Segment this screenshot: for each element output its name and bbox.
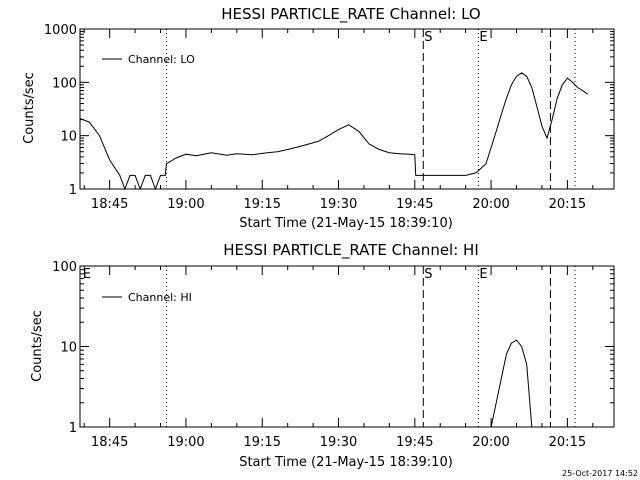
marker-label: S — [424, 30, 432, 45]
x-tick-label: 19:15 — [244, 435, 281, 450]
marker-label: E — [479, 267, 487, 282]
x-tick-label: 19:00 — [167, 435, 204, 450]
x-axis-label: Start Time (21-May-15 18:39:10) — [239, 455, 453, 470]
x-tick-label: 19:30 — [320, 435, 357, 450]
y-tick-label: 1 — [69, 183, 77, 198]
series-line — [79, 72, 588, 191]
x-axis: 18:45 19:00 19:15 19:30 19:45 20:00 20:15 — [83, 266, 594, 450]
x-tick-label: 19:30 — [320, 197, 357, 212]
chart-title: HESSI PARTICLE_RATE Channel: LO — [221, 5, 480, 24]
x-tick-label: 19:45 — [396, 197, 433, 212]
plot-frame — [79, 28, 615, 190]
x-tick-label: 20:15 — [549, 197, 586, 212]
x-tick-label: 19:45 — [396, 435, 433, 450]
y-axis-label: Counts/sec — [30, 310, 45, 382]
x-axis-label: Start Time (21-May-15 18:39:10) — [239, 216, 453, 231]
x-tick-label: 19:15 — [244, 197, 281, 212]
y-tick-label: 100 — [52, 76, 77, 91]
chart-panel-lo: HESSI PARTICLE_RATE Channel: LO 1 10 100 10… — [22, 5, 615, 231]
y-axis-label: Counts/sec — [22, 72, 37, 144]
x-tick-label: 20:00 — [472, 197, 509, 212]
series-lines — [490, 339, 533, 428]
legend-label: Channel: LO — [128, 53, 195, 66]
y-tick-label: 10 — [60, 341, 77, 356]
y-tick-label: 10 — [60, 130, 77, 145]
x-tick-label: 18:45 — [91, 197, 128, 212]
marker-label: S — [424, 267, 432, 282]
legend: Channel: LO — [102, 53, 195, 66]
y-tick-label: 1 — [69, 421, 77, 436]
chart-title: HESSI PARTICLE_RATE Channel: HI — [223, 241, 479, 260]
marker-label: E — [479, 30, 487, 45]
legend-label: Channel: HI — [128, 291, 192, 304]
y-tick-label: 100 — [52, 260, 77, 275]
x-tick-label: 19:00 — [167, 197, 204, 212]
x-tick-label: 20:00 — [472, 435, 509, 450]
footer-timestamp: 25-Oct-2017 14:52 — [562, 469, 638, 478]
y-tick-label: 1000 — [44, 23, 77, 38]
x-axis: 18:45 19:00 19:15 19:30 19:45 20:00 20:15 — [83, 29, 594, 212]
marker-label: E — [83, 267, 91, 282]
x-tick-label: 18:45 — [91, 435, 128, 450]
series-lines — [79, 72, 588, 191]
chart-panel-hi: HESSI PARTICLE_RATE Channel: HI 1 10 100 1… — [30, 241, 615, 470]
y-axis: 1 10 100 — [52, 260, 614, 436]
y-axis: 1 10 100 1000 — [44, 23, 614, 198]
x-tick-label: 20:15 — [549, 435, 586, 450]
legend: Channel: HI — [102, 291, 192, 304]
series-line — [490, 339, 533, 428]
